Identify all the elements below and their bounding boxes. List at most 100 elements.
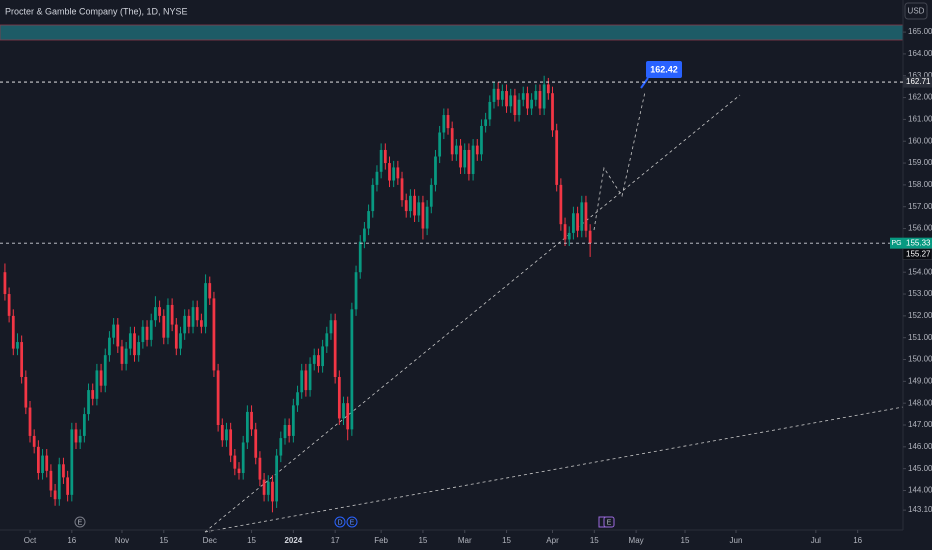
candle-body	[484, 119, 488, 126]
y-tick-label: 160.00	[908, 136, 932, 145]
candle-body	[28, 407, 32, 436]
candle-body	[572, 213, 575, 233]
event-icon[interactable]	[334, 516, 346, 528]
currency-button[interactable]	[904, 2, 928, 20]
candle-body	[53, 490, 57, 500]
candle-body	[225, 429, 228, 441]
candle-body	[505, 91, 508, 107]
candle-body	[467, 149, 471, 174]
y-tick-label: 157.00	[908, 202, 932, 211]
candle-body	[576, 213, 579, 231]
candle-body	[36, 446, 40, 474]
candle-body	[363, 228, 366, 242]
candle-body	[20, 342, 24, 377]
ticker-box	[890, 237, 903, 249]
x-tick-label: Jun	[730, 536, 743, 545]
candle-body	[546, 84, 550, 94]
candle-body	[459, 145, 462, 168]
candle-body	[91, 390, 95, 399]
candle-body	[463, 149, 467, 168]
candle-body	[446, 115, 450, 129]
candle-body	[108, 337, 111, 356]
candle-body	[555, 130, 559, 185]
candle-body	[66, 477, 70, 495]
candle-body	[99, 370, 103, 386]
candle-body	[450, 128, 454, 155]
y-tick-label: 154.00	[908, 267, 932, 276]
candle-body	[551, 93, 554, 131]
candle-body	[442, 115, 446, 133]
candle-body	[241, 442, 245, 474]
candle-body	[154, 307, 157, 321]
candle-body	[471, 145, 475, 174]
candle-body	[145, 326, 149, 340]
candle-body	[538, 91, 542, 109]
candle-body	[526, 93, 529, 109]
trend-line	[204, 406, 904, 533]
candle-body	[275, 455, 279, 502]
candle-body	[383, 149, 387, 164]
y-tick-label: 150.00	[908, 355, 932, 364]
candle-body	[283, 425, 287, 439]
y-tick-label: 146.00	[908, 442, 932, 451]
candle-body	[342, 403, 345, 419]
x-tick-label: 17	[331, 536, 340, 545]
candle-body	[149, 320, 153, 340]
ticker-label: PG	[891, 240, 901, 247]
trend-line	[204, 94, 741, 533]
candle-body	[296, 392, 299, 406]
candle-body	[509, 95, 513, 107]
candle-body	[271, 481, 274, 502]
candle-body	[500, 91, 504, 100]
candle-body	[517, 99, 521, 116]
candle-body	[220, 425, 224, 441]
chart-title: Procter & Gamble Company (The), 1D, NYSE	[5, 6, 188, 16]
candle-body	[291, 405, 295, 436]
candle-body	[429, 184, 433, 207]
candle-body	[229, 429, 233, 456]
candle-body	[300, 370, 304, 393]
event-label: D	[337, 519, 342, 526]
y-tick-label: 153.00	[908, 289, 932, 298]
candle-body	[74, 429, 78, 443]
y-tick-label: 165.00	[908, 27, 932, 36]
candle-body	[133, 333, 136, 356]
candle-body	[375, 171, 379, 185]
candle-body	[70, 429, 74, 495]
candle-body	[179, 333, 182, 349]
y-tick-label: 164.00	[908, 49, 932, 58]
candle-body	[329, 320, 333, 334]
candle-body	[191, 307, 195, 327]
y-tick-label: 148.00	[908, 398, 932, 407]
candle-body	[308, 363, 312, 391]
candle-body	[162, 315, 166, 338]
candle-body	[521, 93, 525, 100]
candle-body	[404, 200, 408, 212]
x-tick-label: 15	[502, 536, 511, 545]
y-tick-label: 159.00	[908, 158, 932, 167]
candle-body	[588, 230, 592, 244]
event-label: E	[78, 519, 83, 526]
event-icon[interactable]	[346, 516, 358, 528]
y-tick-label: 158.00	[908, 180, 932, 189]
candle-body	[11, 315, 15, 349]
candle-body	[559, 184, 563, 225]
candle-body	[174, 324, 178, 349]
x-tick-label: 2024	[284, 536, 302, 545]
candle-body	[358, 241, 362, 273]
candle-body	[3, 272, 7, 295]
y-tick-label: 149.00	[908, 376, 932, 385]
target-box	[646, 61, 682, 78]
y-tick-label: 143.10	[908, 505, 932, 514]
y-tick-label: 162.00	[908, 93, 932, 102]
candle-body	[116, 324, 120, 347]
candle-body	[396, 167, 400, 179]
event-icon[interactable]	[603, 516, 615, 528]
candle-body	[124, 348, 128, 364]
candle-body	[421, 202, 425, 229]
candle-body	[128, 333, 132, 349]
event-icon[interactable]	[74, 516, 86, 528]
